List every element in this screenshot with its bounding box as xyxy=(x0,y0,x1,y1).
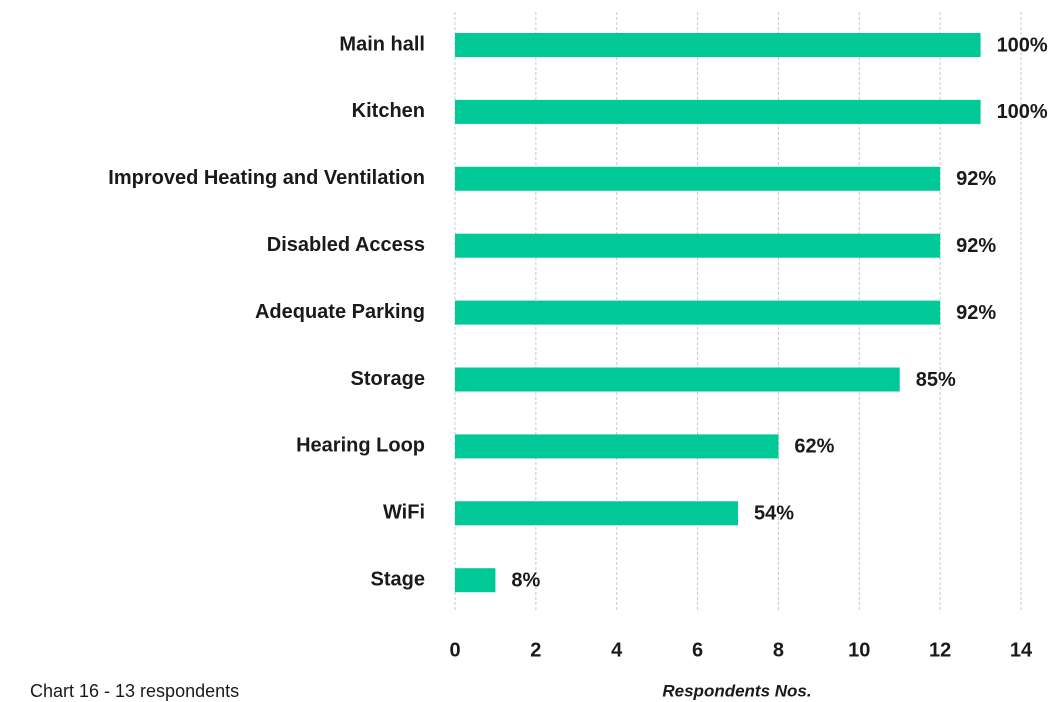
bar xyxy=(455,300,941,325)
bar xyxy=(455,233,941,258)
y-tick-label: Main hall xyxy=(339,33,425,55)
y-tick-label: Storage xyxy=(351,368,425,390)
bar xyxy=(455,367,900,392)
x-tick-label: 12 xyxy=(929,639,951,661)
data-label: 62% xyxy=(794,436,834,458)
bar xyxy=(455,568,496,593)
data-label: 85% xyxy=(916,369,956,391)
bar xyxy=(455,434,779,459)
bar xyxy=(455,501,738,526)
y-tick-label: Improved Heating and Ventilation xyxy=(108,167,425,189)
x-tick-label: 14 xyxy=(1010,639,1033,661)
y-tick-label: Stage xyxy=(371,568,425,590)
x-tick-label: 4 xyxy=(611,639,623,661)
x-axis-title: Respondents Nos. xyxy=(662,681,811,700)
y-tick-label: Adequate Parking xyxy=(255,301,425,323)
data-label: 8% xyxy=(511,569,540,591)
x-tick-label: 10 xyxy=(848,639,870,661)
x-tick-label: 0 xyxy=(449,639,460,661)
x-tick-label: 8 xyxy=(773,639,784,661)
data-label: 92% xyxy=(956,302,996,324)
bar xyxy=(455,166,941,191)
chart-note: Chart 16 - 13 respondents xyxy=(30,681,239,701)
data-label: 54% xyxy=(754,503,794,525)
bar xyxy=(455,33,981,57)
data-label: 92% xyxy=(956,168,996,190)
y-tick-label: Kitchen xyxy=(352,100,425,122)
y-tick-label: Hearing Loop xyxy=(296,435,425,457)
y-tick-label: WiFi xyxy=(383,502,425,524)
bar xyxy=(455,99,981,124)
x-tick-label: 6 xyxy=(692,639,703,661)
y-tick-label: Disabled Access xyxy=(267,234,425,256)
x-tick-label: 2 xyxy=(530,639,541,661)
data-label: 92% xyxy=(956,235,996,257)
data-label: 100% xyxy=(997,34,1048,56)
data-label: 100% xyxy=(997,101,1048,123)
